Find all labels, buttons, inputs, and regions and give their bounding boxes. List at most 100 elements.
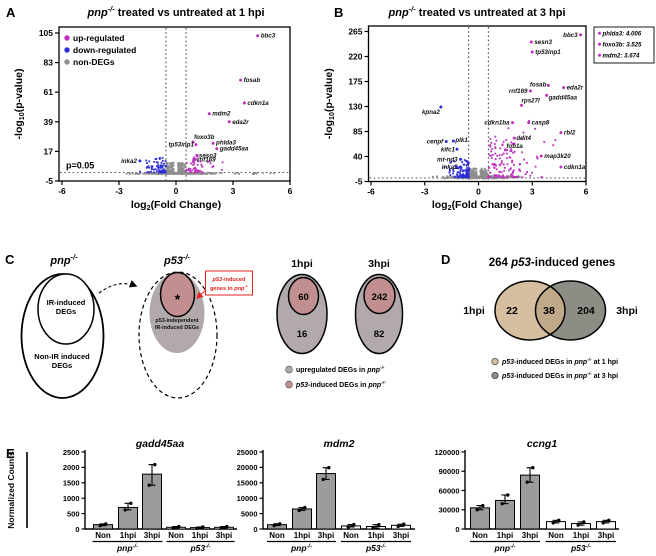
data-point: [255, 172, 258, 175]
data-point: [498, 157, 501, 160]
data-point: [164, 160, 167, 162]
data-point: [165, 173, 168, 175]
y-tick-label: 90000: [439, 467, 460, 476]
data-point: [185, 173, 187, 175]
data-point: [510, 148, 513, 151]
data-point: [524, 173, 527, 175]
data-point: [516, 175, 519, 178]
data-point: [146, 171, 149, 173]
replicate-dot: [104, 522, 108, 526]
data-point: [179, 171, 182, 174]
data-point: [170, 162, 173, 165]
data-point: [519, 170, 521, 172]
replicate-dot: [171, 526, 175, 530]
gene-point-plk1: [451, 139, 455, 143]
data-point: [474, 168, 477, 171]
gene-label-inka2: inka2: [121, 158, 137, 165]
data-point: [494, 135, 497, 138]
data-point: [238, 173, 240, 175]
y-tick-label: 0: [253, 525, 257, 534]
data-point: [493, 143, 496, 145]
data-point: [473, 174, 476, 176]
data-point: [488, 175, 491, 178]
non-ir-label-line1: Non-IR induced: [34, 352, 90, 361]
panel-label-c: C: [5, 252, 15, 267]
data-point: [161, 159, 164, 162]
data-point: [456, 176, 459, 179]
data-point: [209, 162, 212, 165]
data-point: [178, 162, 181, 164]
venn-d-overlap: [535, 281, 565, 340]
data-point: [486, 176, 488, 179]
data-point: [269, 172, 272, 175]
data-point: [465, 171, 468, 174]
data-point: [151, 165, 153, 168]
data-point: [471, 173, 474, 176]
data-point: [458, 174, 461, 177]
data-point: [471, 172, 474, 175]
data-point: [180, 167, 183, 170]
data-point: [142, 172, 145, 175]
data-point: [467, 172, 470, 174]
nested-venn-inner-3hpi: [363, 276, 396, 315]
data-point: [153, 161, 156, 163]
data-point: [464, 174, 466, 177]
data-point: [168, 173, 171, 175]
data-point: [468, 161, 470, 164]
legend-dot-non: [64, 59, 70, 65]
data-point: [449, 168, 451, 171]
data-point: [491, 153, 494, 156]
data-point: [197, 160, 200, 163]
data-point: [490, 175, 493, 178]
data-point: [172, 164, 175, 167]
data-point: [178, 163, 180, 166]
venn-d-legend-label-0: p53-induced DEGs in pnp-/- at 1 hpi: [501, 357, 618, 366]
data-point: [148, 171, 151, 174]
data-point: [543, 140, 546, 143]
data-point: [526, 171, 528, 173]
data-point: [482, 170, 485, 173]
data-point: [509, 156, 512, 159]
bar-chart-title-gadd45aa: gadd45aa: [135, 438, 185, 450]
gene-label-cdkn1ba: cdkn1ba: [484, 120, 510, 127]
y-axis-label: -log10(p-value): [323, 68, 336, 139]
gene-label-rnf169: rnf169: [509, 88, 528, 95]
data-point: [178, 171, 181, 174]
data-point: [200, 163, 203, 166]
data-point: [471, 175, 474, 178]
data-point: [446, 175, 449, 178]
data-point: [161, 169, 164, 172]
gene-label-rnf169: rnf169: [197, 156, 216, 163]
x-tick-label: 0: [476, 187, 481, 197]
data-point: [493, 176, 496, 179]
p53-independent-label-line1: p53-independent: [155, 318, 198, 324]
data-point: [182, 163, 185, 166]
data-point: [139, 172, 142, 174]
gene-point-gadd45aa: [215, 147, 219, 151]
data-point: [511, 161, 513, 164]
data-point: [461, 174, 464, 177]
data-point: [190, 171, 193, 174]
data-point: [180, 166, 182, 169]
data-point: [187, 171, 190, 174]
data-point: [502, 140, 505, 143]
data-point: [139, 170, 141, 173]
data-point: [167, 170, 170, 173]
gene-point-fosab: [546, 83, 550, 87]
data-point: [167, 165, 170, 167]
data-point: [154, 172, 157, 175]
x-tick-label: -6: [367, 187, 375, 197]
data-point: [502, 174, 504, 177]
data-point: [178, 164, 181, 167]
gene-point-rbl2: [559, 131, 563, 135]
data-point: [145, 159, 148, 162]
data-point: [155, 161, 158, 164]
data-point: [462, 163, 465, 166]
data-point: [212, 165, 215, 168]
data-point: [196, 155, 199, 158]
data-point: [502, 152, 505, 155]
gene-point-inka2: [459, 165, 463, 169]
data-point: [447, 177, 449, 179]
replicate-dot: [98, 523, 102, 528]
